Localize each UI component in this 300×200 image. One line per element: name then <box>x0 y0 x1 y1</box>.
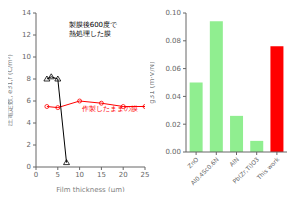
svg-text:0.04: 0.04 <box>165 93 181 101</box>
svg-text:4: 4 <box>27 119 32 127</box>
svg-text:Film thickness (μm): Film thickness (μm) <box>56 186 125 192</box>
svg-text:圧電定数, e31,f (C/m²): 圧電定数, e31,f (C/m²) <box>8 54 14 126</box>
svg-text:This work: This work <box>254 155 280 181</box>
svg-text:g31 (m·V/N): g31 (m·V/N) <box>150 61 156 104</box>
svg-text:0.06: 0.06 <box>165 65 181 73</box>
svg-text:Al0.4Sc0.6N: Al0.4Sc0.6N <box>189 156 220 187</box>
html-text:製膜後600度で 熱処理した膜: 製膜後600度で 熱処理した膜 <box>68 20 118 39</box>
svg-text:AlN: AlN <box>228 156 240 168</box>
html-text:作製したままの膜: 作製したままの膜 <box>81 105 138 114</box>
svg-text:5: 5 <box>56 171 60 179</box>
svg-text:14: 14 <box>22 9 31 17</box>
svg-text:0: 0 <box>34 171 38 179</box>
svg-text:12: 12 <box>22 31 31 39</box>
svg-text:0.10: 0.10 <box>165 9 181 17</box>
svg-text:10: 10 <box>22 53 31 61</box>
svg-text:ZnO: ZnO <box>186 155 200 169</box>
svg-text:2: 2 <box>27 141 31 149</box>
svg-text:0.02: 0.02 <box>165 121 181 129</box>
svg-text:8: 8 <box>27 75 31 83</box>
svg-text:15: 15 <box>97 171 106 179</box>
svg-text:0.00: 0.00 <box>165 148 181 156</box>
svg-text:10: 10 <box>75 171 84 179</box>
svg-text:Pb(Zr,Ti)O3: Pb(Zr,Ti)O3 <box>231 155 260 184</box>
svg-text:0.08: 0.08 <box>165 37 181 45</box>
svg-text:6: 6 <box>27 97 32 105</box>
svg-text:25: 25 <box>141 171 150 179</box>
svg-text:0: 0 <box>27 163 31 171</box>
svg-text:20: 20 <box>119 171 128 179</box>
